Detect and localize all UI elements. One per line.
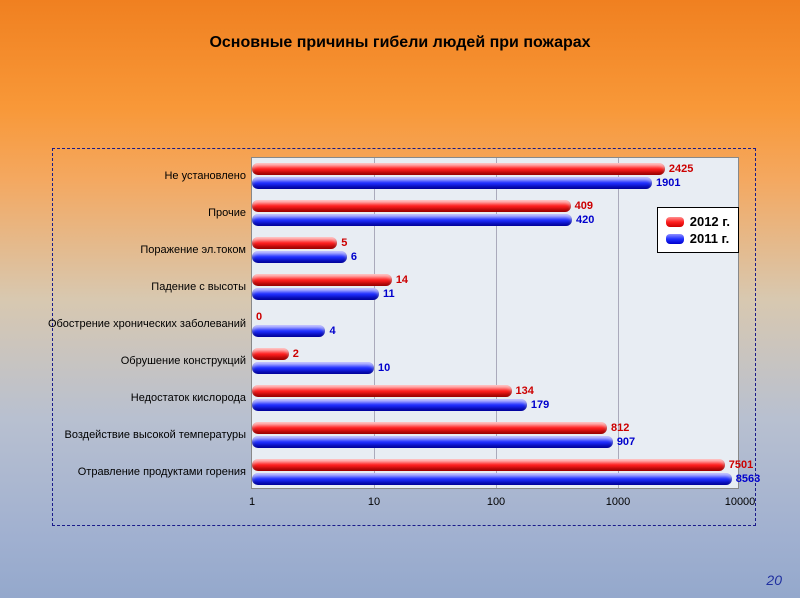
bar [252, 348, 289, 360]
bar [252, 436, 613, 448]
value-label: 8563 [736, 473, 760, 485]
legend-label: 2011 г. [690, 231, 730, 246]
legend-item: 2012 г. [666, 214, 730, 229]
value-label: 420 [576, 214, 594, 226]
bar [252, 251, 347, 263]
value-label: 6 [351, 251, 357, 263]
category-label: Падение с высоты [151, 281, 252, 293]
category-label: Обострение хронических заболеваний [48, 318, 252, 330]
bar [252, 385, 512, 397]
legend-item: 2011 г. [666, 231, 730, 246]
category-label: Не установлено [164, 170, 252, 182]
page-number: 20 [766, 572, 782, 588]
value-label: 812 [611, 422, 629, 434]
value-label: 134 [516, 385, 534, 397]
value-label: 0 [256, 311, 262, 323]
category-label: Поражение эл.током [140, 244, 252, 256]
x-tick-label: 10000 [725, 496, 756, 508]
bar [252, 177, 652, 189]
value-label: 1901 [656, 177, 680, 189]
bar [252, 422, 607, 434]
x-tick-label: 1000 [606, 496, 630, 508]
value-label: 7501 [729, 459, 753, 471]
x-tick-label: 10 [368, 496, 380, 508]
bar [252, 200, 571, 212]
bar [252, 214, 572, 226]
value-label: 907 [617, 436, 635, 448]
value-label: 10 [378, 362, 390, 374]
category-label: Недостаток кислорода [131, 392, 252, 404]
legend-swatch [666, 234, 684, 244]
value-label: 2 [293, 348, 299, 360]
legend: 2012 г. 2011 г. [657, 207, 739, 253]
category-label: Отравление продуктами горения [78, 466, 252, 478]
bar [252, 473, 732, 485]
chart-title: Основные причины гибели людей при пожара… [0, 0, 800, 52]
bar [252, 325, 325, 337]
x-tick-label: 100 [487, 496, 505, 508]
value-label: 5 [341, 237, 347, 249]
chart-container: 110100100010000Отравление продуктами гор… [52, 148, 756, 526]
bar [252, 362, 374, 374]
value-label: 179 [531, 399, 549, 411]
category-label: Воздействие высокой температуры [65, 429, 252, 441]
value-label: 11 [383, 288, 395, 300]
bar [252, 274, 392, 286]
bar [252, 288, 379, 300]
value-label: 14 [396, 274, 408, 286]
bar [252, 399, 527, 411]
value-label: 4 [329, 325, 335, 337]
bar [252, 237, 337, 249]
category-label: Прочие [208, 207, 252, 219]
legend-label: 2012 г. [690, 214, 730, 229]
legend-swatch [666, 217, 684, 227]
category-label: Обрушение конструкций [121, 355, 252, 367]
value-label: 409 [575, 200, 593, 212]
bar [252, 459, 725, 471]
x-tick-label: 1 [249, 496, 255, 508]
value-label: 2425 [669, 163, 693, 175]
bar [252, 163, 665, 175]
